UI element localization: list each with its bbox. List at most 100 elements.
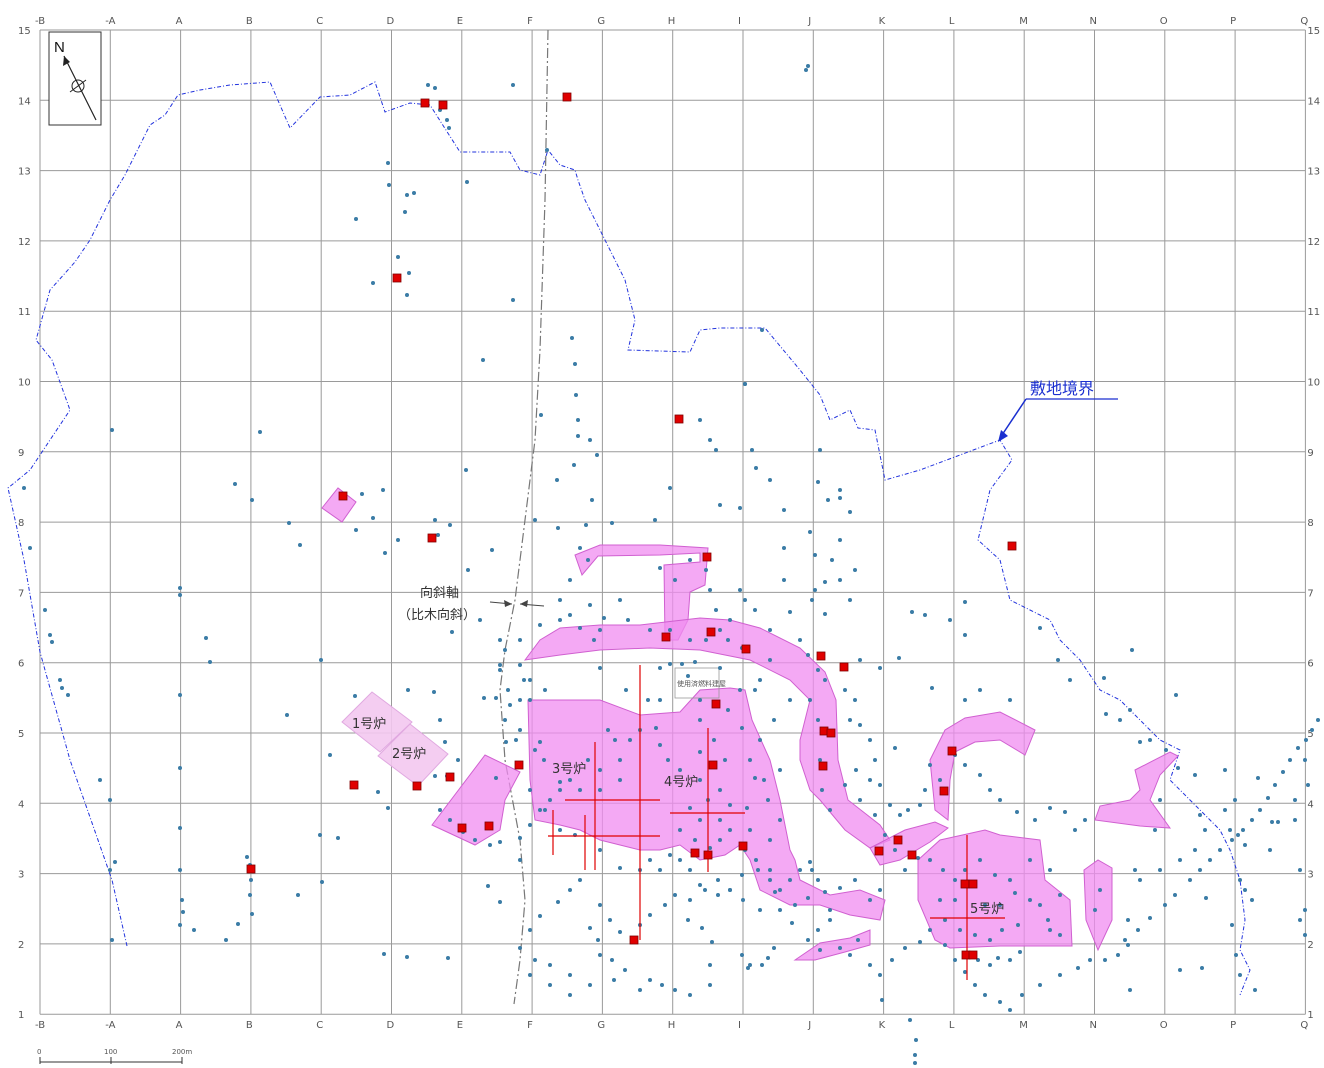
borehole-point-icon bbox=[481, 358, 485, 362]
sampling-marker-icon bbox=[711, 699, 721, 709]
borehole-point-icon bbox=[548, 798, 552, 802]
zone-nw-diamond bbox=[321, 487, 357, 523]
borehole-point-icon bbox=[843, 688, 847, 692]
borehole-point-icon bbox=[663, 903, 667, 907]
borehole-point-icon bbox=[511, 83, 515, 87]
borehole-point-icon bbox=[728, 828, 732, 832]
borehole-point-icon bbox=[511, 298, 515, 302]
borehole-point-icon bbox=[988, 963, 992, 967]
borehole-point-icon bbox=[1230, 923, 1234, 927]
borehole-point-icon bbox=[568, 993, 572, 997]
borehole-point-icon bbox=[943, 918, 947, 922]
borehole-point-icon bbox=[371, 281, 375, 285]
borehole-point-icon bbox=[465, 180, 469, 184]
borehole-point-icon bbox=[1173, 893, 1177, 897]
borehole-point-icon bbox=[897, 656, 901, 660]
borehole-point-icon bbox=[1153, 828, 1157, 832]
borehole-point-icon bbox=[790, 921, 794, 925]
column-label: L bbox=[949, 1020, 955, 1031]
construction-zones bbox=[321, 487, 1179, 961]
sampling-marker-icon bbox=[907, 850, 917, 860]
borehole-point-icon bbox=[412, 191, 416, 195]
borehole-point-icon bbox=[1093, 908, 1097, 912]
column-labels-top: -B -A A B C D E F G H I J K L M N O P Q bbox=[35, 16, 1308, 27]
borehole-point-icon bbox=[108, 798, 112, 802]
borehole-point-icon bbox=[508, 703, 512, 707]
site-boundary-arrowhead-icon bbox=[998, 430, 1008, 442]
borehole-point-icon bbox=[1303, 933, 1307, 937]
syncline-axis-line bbox=[499, 29, 549, 1005]
borehole-point-icon bbox=[354, 528, 358, 532]
column-label: D bbox=[387, 16, 395, 27]
borehole-point-icon bbox=[236, 922, 240, 926]
cross-section-lines bbox=[548, 665, 1005, 980]
borehole-point-icon bbox=[1306, 783, 1310, 787]
unit3-label: 3号炉 bbox=[552, 762, 586, 777]
borehole-point-icon bbox=[998, 903, 1002, 907]
borehole-point-icon bbox=[978, 773, 982, 777]
borehole-point-icon bbox=[405, 293, 409, 297]
borehole-point-icon bbox=[816, 718, 820, 722]
borehole-point-icon bbox=[528, 928, 532, 932]
borehole-point-icon bbox=[943, 943, 947, 947]
borehole-point-icon bbox=[1076, 966, 1080, 970]
borehole-point-icon bbox=[963, 633, 967, 637]
borehole-point-icon bbox=[538, 808, 542, 812]
row-label: 9 bbox=[1307, 448, 1313, 459]
borehole-point-icon bbox=[890, 958, 894, 962]
borehole-point-icon bbox=[753, 776, 757, 780]
sampling-marker-icon bbox=[741, 644, 751, 654]
borehole-point-icon bbox=[178, 826, 182, 830]
borehole-point-icon bbox=[688, 898, 692, 902]
borehole-point-icon bbox=[208, 660, 212, 664]
sampling-marker-icon bbox=[427, 533, 437, 543]
borehole-point-icon bbox=[782, 546, 786, 550]
borehole-point-icon bbox=[658, 666, 662, 670]
zone-east-crescent bbox=[929, 711, 1036, 821]
site-boundary-line bbox=[7, 81, 1251, 996]
borehole-point-icon bbox=[1103, 958, 1107, 962]
borehole-point-icon bbox=[181, 910, 185, 914]
column-label: D bbox=[387, 1020, 395, 1031]
borehole-point-icon bbox=[883, 833, 887, 837]
borehole-point-icon bbox=[1178, 858, 1182, 862]
north-compass: N bbox=[48, 31, 102, 126]
borehole-point-icon bbox=[598, 788, 602, 792]
borehole-point-icon bbox=[445, 118, 449, 122]
borehole-point-icon bbox=[336, 836, 340, 840]
sampling-marker-icon bbox=[706, 627, 716, 637]
borehole-point-icon bbox=[823, 580, 827, 584]
borehole-point-icon bbox=[436, 533, 440, 537]
row-label: 1 bbox=[18, 1010, 24, 1021]
borehole-point-icon bbox=[648, 628, 652, 632]
borehole-point-icon bbox=[538, 623, 542, 627]
borehole-point-icon bbox=[983, 903, 987, 907]
borehole-point-icon bbox=[110, 938, 114, 942]
column-label: Q bbox=[1300, 1020, 1308, 1031]
borehole-point-icon bbox=[578, 788, 582, 792]
borehole-point-icon bbox=[598, 953, 602, 957]
borehole-point-icon bbox=[518, 946, 522, 950]
borehole-point-icon bbox=[628, 738, 632, 742]
column-label: J bbox=[807, 1020, 811, 1031]
borehole-point-icon bbox=[528, 823, 532, 827]
sampling-marker-icon bbox=[874, 846, 884, 856]
borehole-point-icon bbox=[618, 930, 622, 934]
row-label: 9 bbox=[18, 448, 24, 459]
borehole-point-icon bbox=[658, 868, 662, 872]
borehole-point-icon bbox=[224, 938, 228, 942]
sampling-marker-icon bbox=[338, 491, 348, 501]
row-label: 11 bbox=[18, 307, 31, 318]
borehole-point-icon bbox=[48, 633, 52, 637]
scale-label-0: 0 bbox=[37, 1048, 41, 1056]
borehole-point-icon bbox=[405, 955, 409, 959]
borehole-point-icon bbox=[686, 674, 690, 678]
column-label: M bbox=[1019, 1020, 1028, 1031]
sampling-marker-icon bbox=[816, 651, 826, 661]
borehole-point-icon bbox=[598, 848, 602, 852]
borehole-point-icon bbox=[1243, 843, 1247, 847]
sampling-marker-icon bbox=[939, 786, 949, 796]
borehole-point-icon bbox=[568, 613, 572, 617]
borehole-point-icon bbox=[426, 83, 430, 87]
borehole-point-icon bbox=[1218, 848, 1222, 852]
